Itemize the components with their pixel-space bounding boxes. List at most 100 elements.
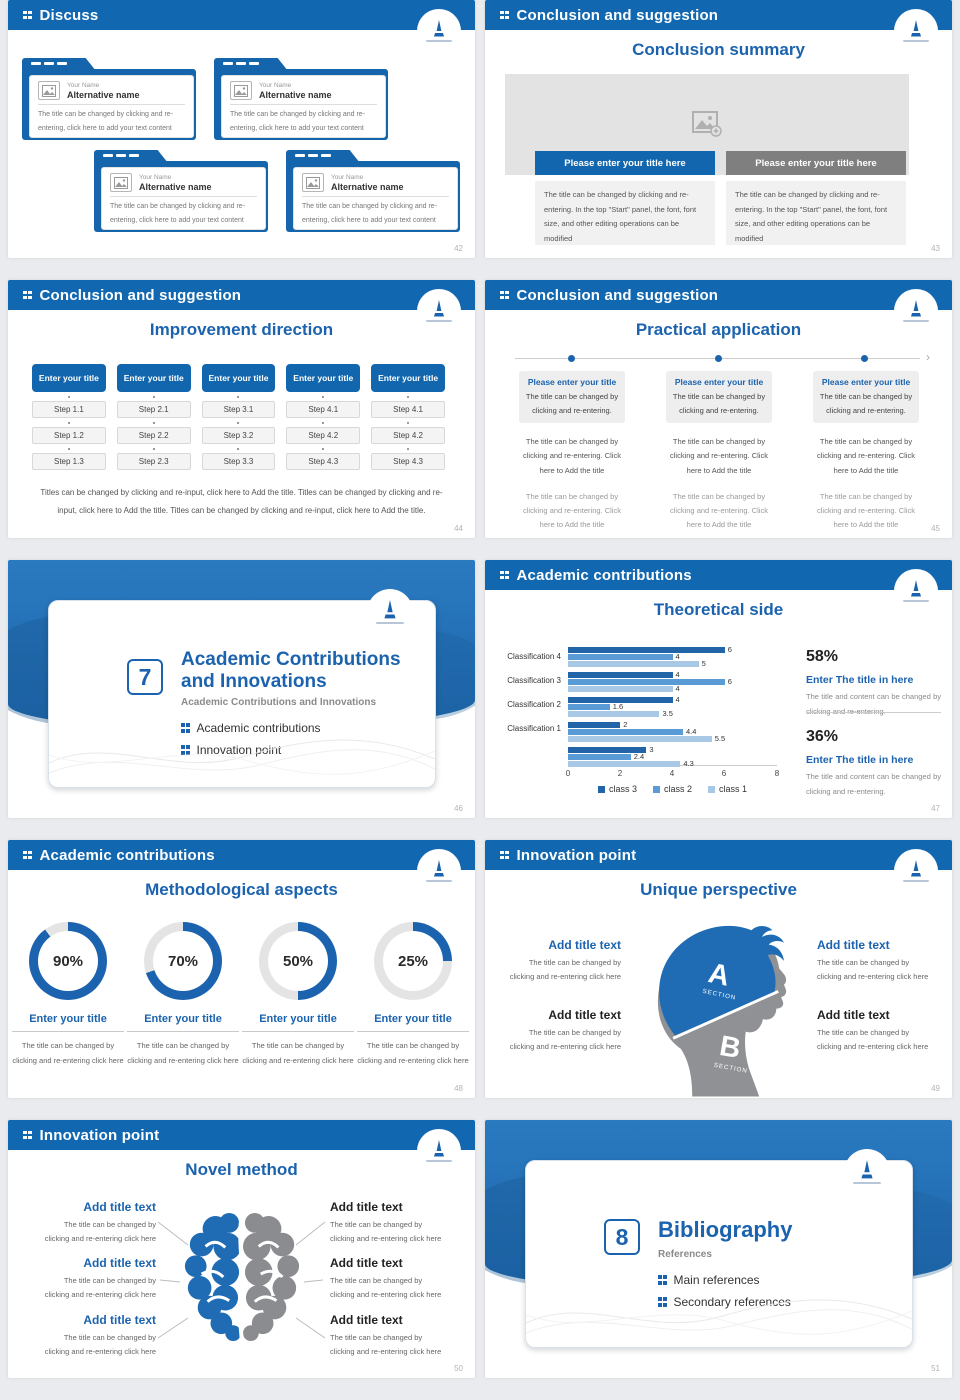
slide-theoretical-side[interactable]: Academic contributions Theoretical side …	[485, 560, 952, 818]
picture-plus-icon	[38, 81, 60, 100]
donut-chart: 70%	[144, 922, 222, 1000]
slide-novel-method[interactable]: Innovation point Novel method	[8, 1120, 475, 1378]
picture-plus-icon	[302, 173, 324, 192]
page-number: 47	[931, 804, 940, 813]
profile-card: Your Name Alternative name The title can …	[22, 58, 196, 140]
grid-squares-icon	[658, 1275, 667, 1285]
x-tick: 2	[617, 769, 623, 778]
bar	[568, 760, 681, 767]
stat-percent: 58%	[806, 648, 839, 665]
title-block: Add title text The title can be changed …	[509, 938, 621, 985]
process-card-subtitle: The title can be changed by clicking and…	[525, 392, 619, 415]
slide-unique-perspective[interactable]: Innovation point Unique perspective A SE…	[485, 840, 952, 1098]
timeline-dot	[715, 355, 722, 362]
card-title: Alternative name	[139, 181, 212, 192]
grid-squares-icon	[500, 290, 509, 300]
slide-title: Novel method	[185, 1160, 298, 1179]
title-block: Add title text The title can be changed …	[330, 1313, 448, 1360]
grid-squares-icon	[658, 1297, 667, 1307]
wave-decoration	[526, 1299, 912, 1335]
section-card: 7 Academic Contributions and Innovations…	[48, 589, 436, 788]
section-subtitle: Academic Contributions and Innovations	[181, 697, 377, 708]
slide-conclusion-summary[interactable]: Conclusion and suggestion Conclusion sum…	[485, 0, 952, 258]
chart-legend: class 3 class 2 class 1	[555, 784, 790, 794]
bar	[568, 746, 647, 753]
bar	[568, 721, 621, 728]
slide-header-title: Conclusion and suggestion	[516, 286, 719, 304]
bar-value: 4.3	[683, 758, 694, 768]
title-button-primary: Please enter your title here	[535, 151, 715, 175]
slide-header-title: Innovation point	[39, 1126, 160, 1144]
step-box: Step 3.1	[201, 396, 276, 418]
picture-plus-icon	[692, 111, 722, 137]
bar	[568, 646, 725, 653]
legend-swatch	[597, 785, 605, 793]
slide-discuss[interactable]: Discuss Your Name Alternative name The ti…	[8, 0, 475, 258]
step-box: Step 4.1	[371, 396, 445, 418]
slide-header-title: Innovation point	[516, 846, 637, 864]
slide-header-bar: Conclusion and suggestion	[485, 0, 952, 30]
process-column: Please enter your title The title can be…	[813, 371, 919, 529]
slide-section-bibliography[interactable]: 8 Bibliography References Main reference…	[485, 1120, 952, 1378]
title-block: Add title text The title can be changed …	[330, 1200, 448, 1247]
process-mid-text: The title can be changed by clicking and…	[523, 437, 621, 475]
university-crest-icon	[417, 1129, 461, 1173]
slide-methodological-aspects[interactable]: Academic contributions Methodological as…	[8, 840, 475, 1098]
section-bullets: Academic contributions Innovation point	[181, 721, 321, 757]
page-number: 48	[454, 1084, 463, 1093]
slide-header-title: Academic contributions	[39, 846, 215, 864]
process-mid-text: The title can be changed by clicking and…	[817, 437, 915, 475]
timeline-dot	[568, 355, 575, 362]
slide-header-bar: Conclusion and suggestion	[485, 280, 952, 310]
bar	[568, 653, 673, 660]
step-box: Step 4.3	[371, 448, 445, 470]
process-card-subtitle: The title can be changed by clicking and…	[819, 392, 913, 415]
slide-header-bar: Academic contributions	[485, 560, 952, 590]
card-body-text: The title can be changed by clicking and…	[38, 111, 174, 132]
block-title: Add title text	[817, 938, 890, 952]
column-title-button: Enter your title	[286, 364, 361, 392]
process-column: Please enter your title The title can be…	[666, 371, 772, 529]
grid-squares-icon	[23, 290, 32, 300]
folder-tab-icon	[94, 150, 168, 163]
slide-practical-application[interactable]: Conclusion and suggestion Practical appl…	[485, 280, 952, 538]
step-column: Enter your title Step 4.1 Step 4.2 Step …	[286, 364, 361, 470]
title-button-secondary: Please enter your title here	[726, 151, 906, 175]
bar-value: 1.6	[612, 701, 624, 711]
step-box: Step 3.3	[201, 448, 276, 470]
bar	[568, 728, 683, 735]
section-card: 8 Bibliography References Main reference…	[525, 1149, 913, 1348]
process-column: Please enter your title The title can be…	[519, 371, 625, 529]
block-body: The title can be changed by clicking and…	[817, 958, 929, 982]
slide-section-academic-contributions[interactable]: 7 Academic Contributions and Innovations…	[8, 560, 475, 818]
process-bottom-text: The title can be changed by clicking and…	[523, 491, 621, 530]
brain-graphic	[184, 1212, 300, 1344]
slide-improvement-direction[interactable]: Conclusion and suggestion Improvement di…	[8, 280, 475, 538]
step-box: Step 4.2	[371, 422, 445, 444]
card-name-label: Your Name	[139, 173, 172, 181]
slide-header-bar: Innovation point	[8, 1120, 475, 1150]
wave-decoration	[49, 739, 435, 775]
block-title: Add title text	[83, 1313, 156, 1327]
bar-value: 6	[727, 676, 732, 686]
title-block: Add title text The title can be changed …	[817, 1008, 929, 1055]
bar-value: 4	[675, 651, 680, 661]
process-bottom-text: The title can be changed by clicking and…	[670, 491, 768, 530]
grid-squares-icon	[500, 850, 509, 860]
page-number: 45	[931, 524, 940, 533]
card-title: Alternative name	[67, 89, 140, 100]
slide-title: Practical application	[635, 320, 802, 339]
slide-header-bar: Conclusion and suggestion	[8, 280, 475, 310]
bar	[568, 696, 673, 703]
column-title-button: Enter your title	[201, 364, 276, 392]
donut-title: Enter your title	[12, 1013, 124, 1032]
slide-header-title: Academic contributions	[516, 566, 692, 584]
legend-label: class 3	[608, 784, 637, 794]
donut-percent-label: 90%	[38, 931, 98, 991]
card-name-label: Your Name	[331, 173, 364, 181]
title-block: Add title text The title can be changed …	[38, 1200, 156, 1247]
block-body: The title can be changed by clicking and…	[509, 958, 621, 982]
grid-squares-icon	[23, 1130, 32, 1140]
divider	[806, 712, 941, 713]
